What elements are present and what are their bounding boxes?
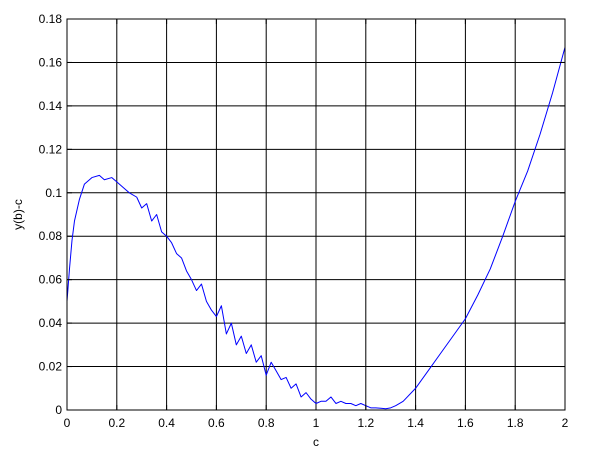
y-tick-label: 0.18 bbox=[39, 12, 63, 26]
x-tick-label: 1.8 bbox=[507, 416, 524, 430]
y-tick-label: 0.16 bbox=[39, 55, 63, 69]
grid-lines bbox=[67, 19, 565, 410]
y-tick-label: 0.1 bbox=[45, 186, 62, 200]
x-tick-label: 1.4 bbox=[407, 416, 424, 430]
y-tick-label: 0 bbox=[55, 403, 62, 417]
x-tick-label: 1 bbox=[313, 416, 320, 430]
x-tick-label: 2 bbox=[562, 416, 569, 430]
series-line-0 bbox=[66, 47, 566, 410]
y-tick-label: 0.02 bbox=[39, 360, 63, 374]
x-tick-label: 1.2 bbox=[357, 416, 374, 430]
x-axis-label: c bbox=[313, 435, 319, 449]
series-group bbox=[66, 47, 566, 410]
x-tick-label: 0.6 bbox=[208, 416, 225, 430]
x-tick-label: 1.6 bbox=[457, 416, 474, 430]
y-tick-label: 0.08 bbox=[39, 229, 63, 243]
y-axis-label: y(b)-c bbox=[11, 199, 25, 230]
x-tick-label: 0 bbox=[64, 416, 71, 430]
y-tick-labels: 0 0.02 0.04 0.06 0.08 0.1 0.12 0.14 0.16 0.18 bbox=[39, 12, 63, 417]
y-tick-label: 0.12 bbox=[39, 142, 63, 156]
x-tick-label: 0.4 bbox=[158, 416, 175, 430]
y-tick-label: 0.06 bbox=[39, 273, 63, 287]
x-tick-label: 0.2 bbox=[108, 416, 125, 430]
y-tick-label: 0.14 bbox=[39, 99, 63, 113]
y-tick-label: 0.04 bbox=[39, 316, 63, 330]
x-tick-labels: 0 0.2 0.4 0.6 0.8 1 1.2 1.4 1.6 1.8 2 bbox=[64, 416, 569, 430]
x-tick-label: 0.8 bbox=[258, 416, 275, 430]
tick-marks bbox=[66, 18, 566, 411]
